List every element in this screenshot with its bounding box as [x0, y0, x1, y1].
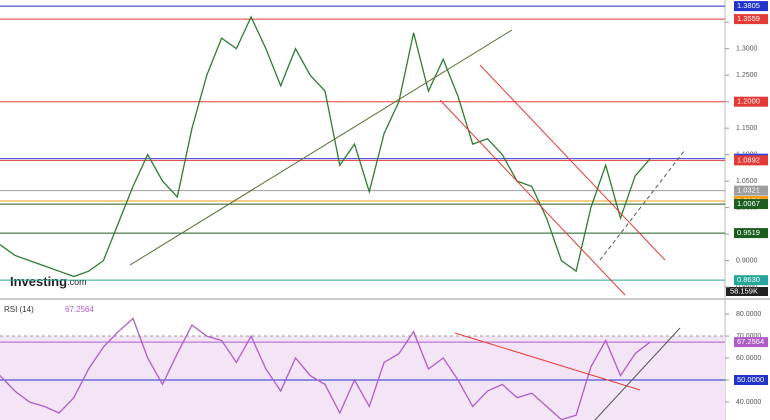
volume-label-bg — [726, 287, 768, 296]
trendline — [129, 29, 513, 266]
level-label-bg — [734, 155, 768, 166]
y-tick-label: 0.8500 — [736, 284, 758, 291]
level-label: 1.2000 — [737, 97, 760, 106]
rsi-value: 67.2564 — [65, 305, 94, 314]
level-label: 1.3559 — [737, 14, 760, 23]
level-label: 67.2564 — [737, 337, 764, 346]
logo-suffix: .com — [67, 277, 87, 287]
y-tick-label: 0.9000 — [736, 257, 758, 264]
trendlines — [129, 29, 686, 420]
logo-text: Investing — [10, 274, 67, 289]
y-tick-label: 60.0000 — [736, 355, 761, 362]
channel-line — [439, 99, 626, 296]
volume-label: 58.159K — [730, 286, 758, 295]
rsi-trendline — [454, 332, 641, 391]
rsi-band — [0, 336, 725, 420]
level-label-bg — [734, 1, 768, 12]
level-label-bg — [734, 337, 768, 348]
y-tick-label: 1.1500 — [736, 125, 758, 132]
y-tick-label: 40.0000 — [736, 399, 761, 406]
logo: Investing.com — [10, 274, 87, 289]
level-label: 50.0000 — [737, 375, 764, 384]
level-label: 0.9519 — [737, 228, 760, 237]
level-label-bg — [734, 14, 768, 25]
y-tick-label: 70.0000 — [736, 333, 761, 340]
y-tick-label: 1.2500 — [736, 72, 758, 79]
channel-line — [479, 64, 666, 261]
y-tick-label: 80.0000 — [736, 311, 761, 318]
level-label: 1.0067 — [737, 199, 760, 208]
rsi-trendline — [594, 327, 681, 420]
y-tick-label: 1.3000 — [736, 46, 758, 53]
level-label-bg — [734, 275, 768, 286]
y-tick-label: 1.0500 — [736, 178, 758, 185]
level-label-bg — [734, 185, 768, 196]
level-label: 1.3805 — [737, 1, 760, 10]
rsi-line — [0, 317, 651, 420]
level-label-bg — [734, 199, 768, 210]
level-label: 1.0321 — [737, 186, 760, 195]
level-label: 1.0892 — [737, 155, 760, 164]
level-label-bg — [734, 375, 768, 386]
trendline — [599, 149, 686, 261]
rsi-title: RSI (14) — [4, 305, 34, 314]
level-label: 0.8630 — [737, 275, 760, 284]
level-label-bg — [734, 228, 768, 239]
level-label-bg — [734, 96, 768, 107]
